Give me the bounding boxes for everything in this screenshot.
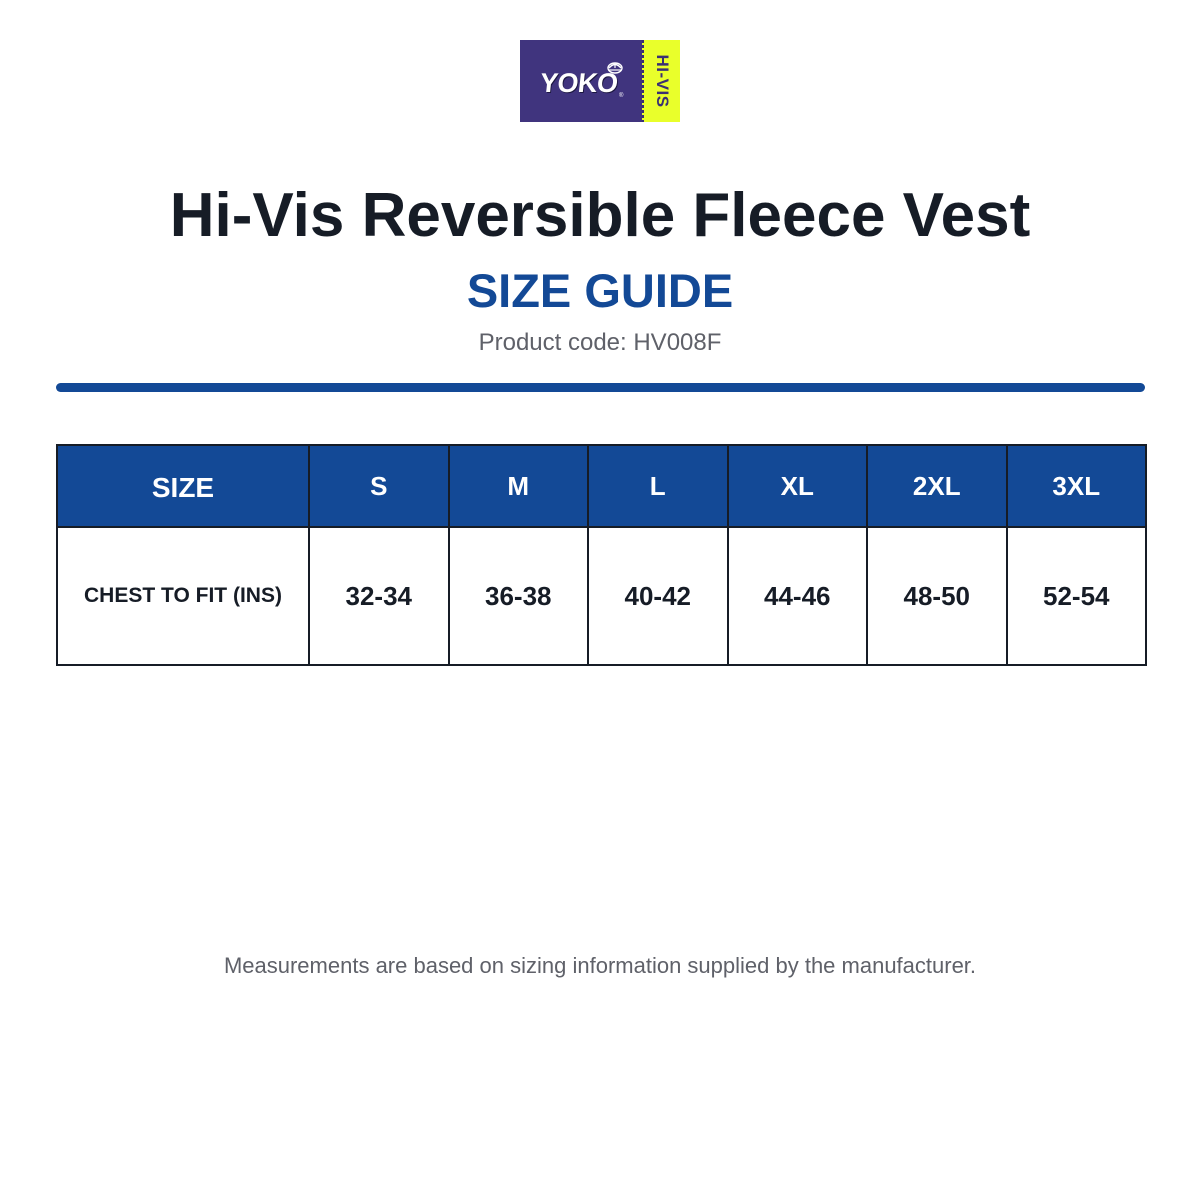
footer-note: Measurements are based on sizing informa… — [223, 953, 977, 978]
product-code: Product code: HV008F — [478, 329, 722, 356]
size-header-cell: 3XL — [1005, 444, 1147, 528]
logo-tag-panel: HI-VIS — [644, 40, 680, 122]
logo-brand-panel: YOKO ® — [520, 40, 642, 122]
divider-rule — [56, 383, 1145, 392]
size-header-cell: M — [447, 444, 589, 528]
chest-value-cell: 52-54 — [1005, 526, 1147, 666]
size-header-row: SIZE S M L XL 2XL 3XL — [56, 444, 1147, 528]
chest-value-cell: 36-38 — [447, 526, 589, 666]
page-subtitle: SIZE GUIDE — [466, 264, 734, 317]
logo-registered-mark: ® — [619, 93, 624, 99]
size-header-cell: 2XL — [866, 444, 1008, 528]
hard-hat-icon — [606, 60, 624, 79]
size-table: SIZE S M L XL 2XL 3XL CHEST TO FIT (INS)… — [56, 444, 1147, 666]
chest-row-label: CHEST TO FIT (INS) — [56, 526, 310, 666]
table-row: CHEST TO FIT (INS) 32-34 36-38 40-42 44-… — [56, 526, 1147, 666]
size-header-cell: S — [308, 444, 450, 528]
page-title: Hi-Vis Reversible Fleece Vest — [169, 181, 1031, 250]
chest-value-cell: 48-50 — [866, 526, 1008, 666]
chest-value-cell: 44-46 — [726, 526, 868, 666]
brand-logo: YOKO ® HI-VIS — [520, 40, 680, 122]
logo-separator — [642, 40, 644, 122]
chest-value-cell: 32-34 — [308, 526, 450, 666]
logo-tag-text: HI-VIS — [653, 54, 672, 108]
chest-value-cell: 40-42 — [587, 526, 729, 666]
size-header-cell: L — [587, 444, 729, 528]
size-header-cell: XL — [726, 444, 868, 528]
size-header-label: SIZE — [56, 444, 310, 528]
